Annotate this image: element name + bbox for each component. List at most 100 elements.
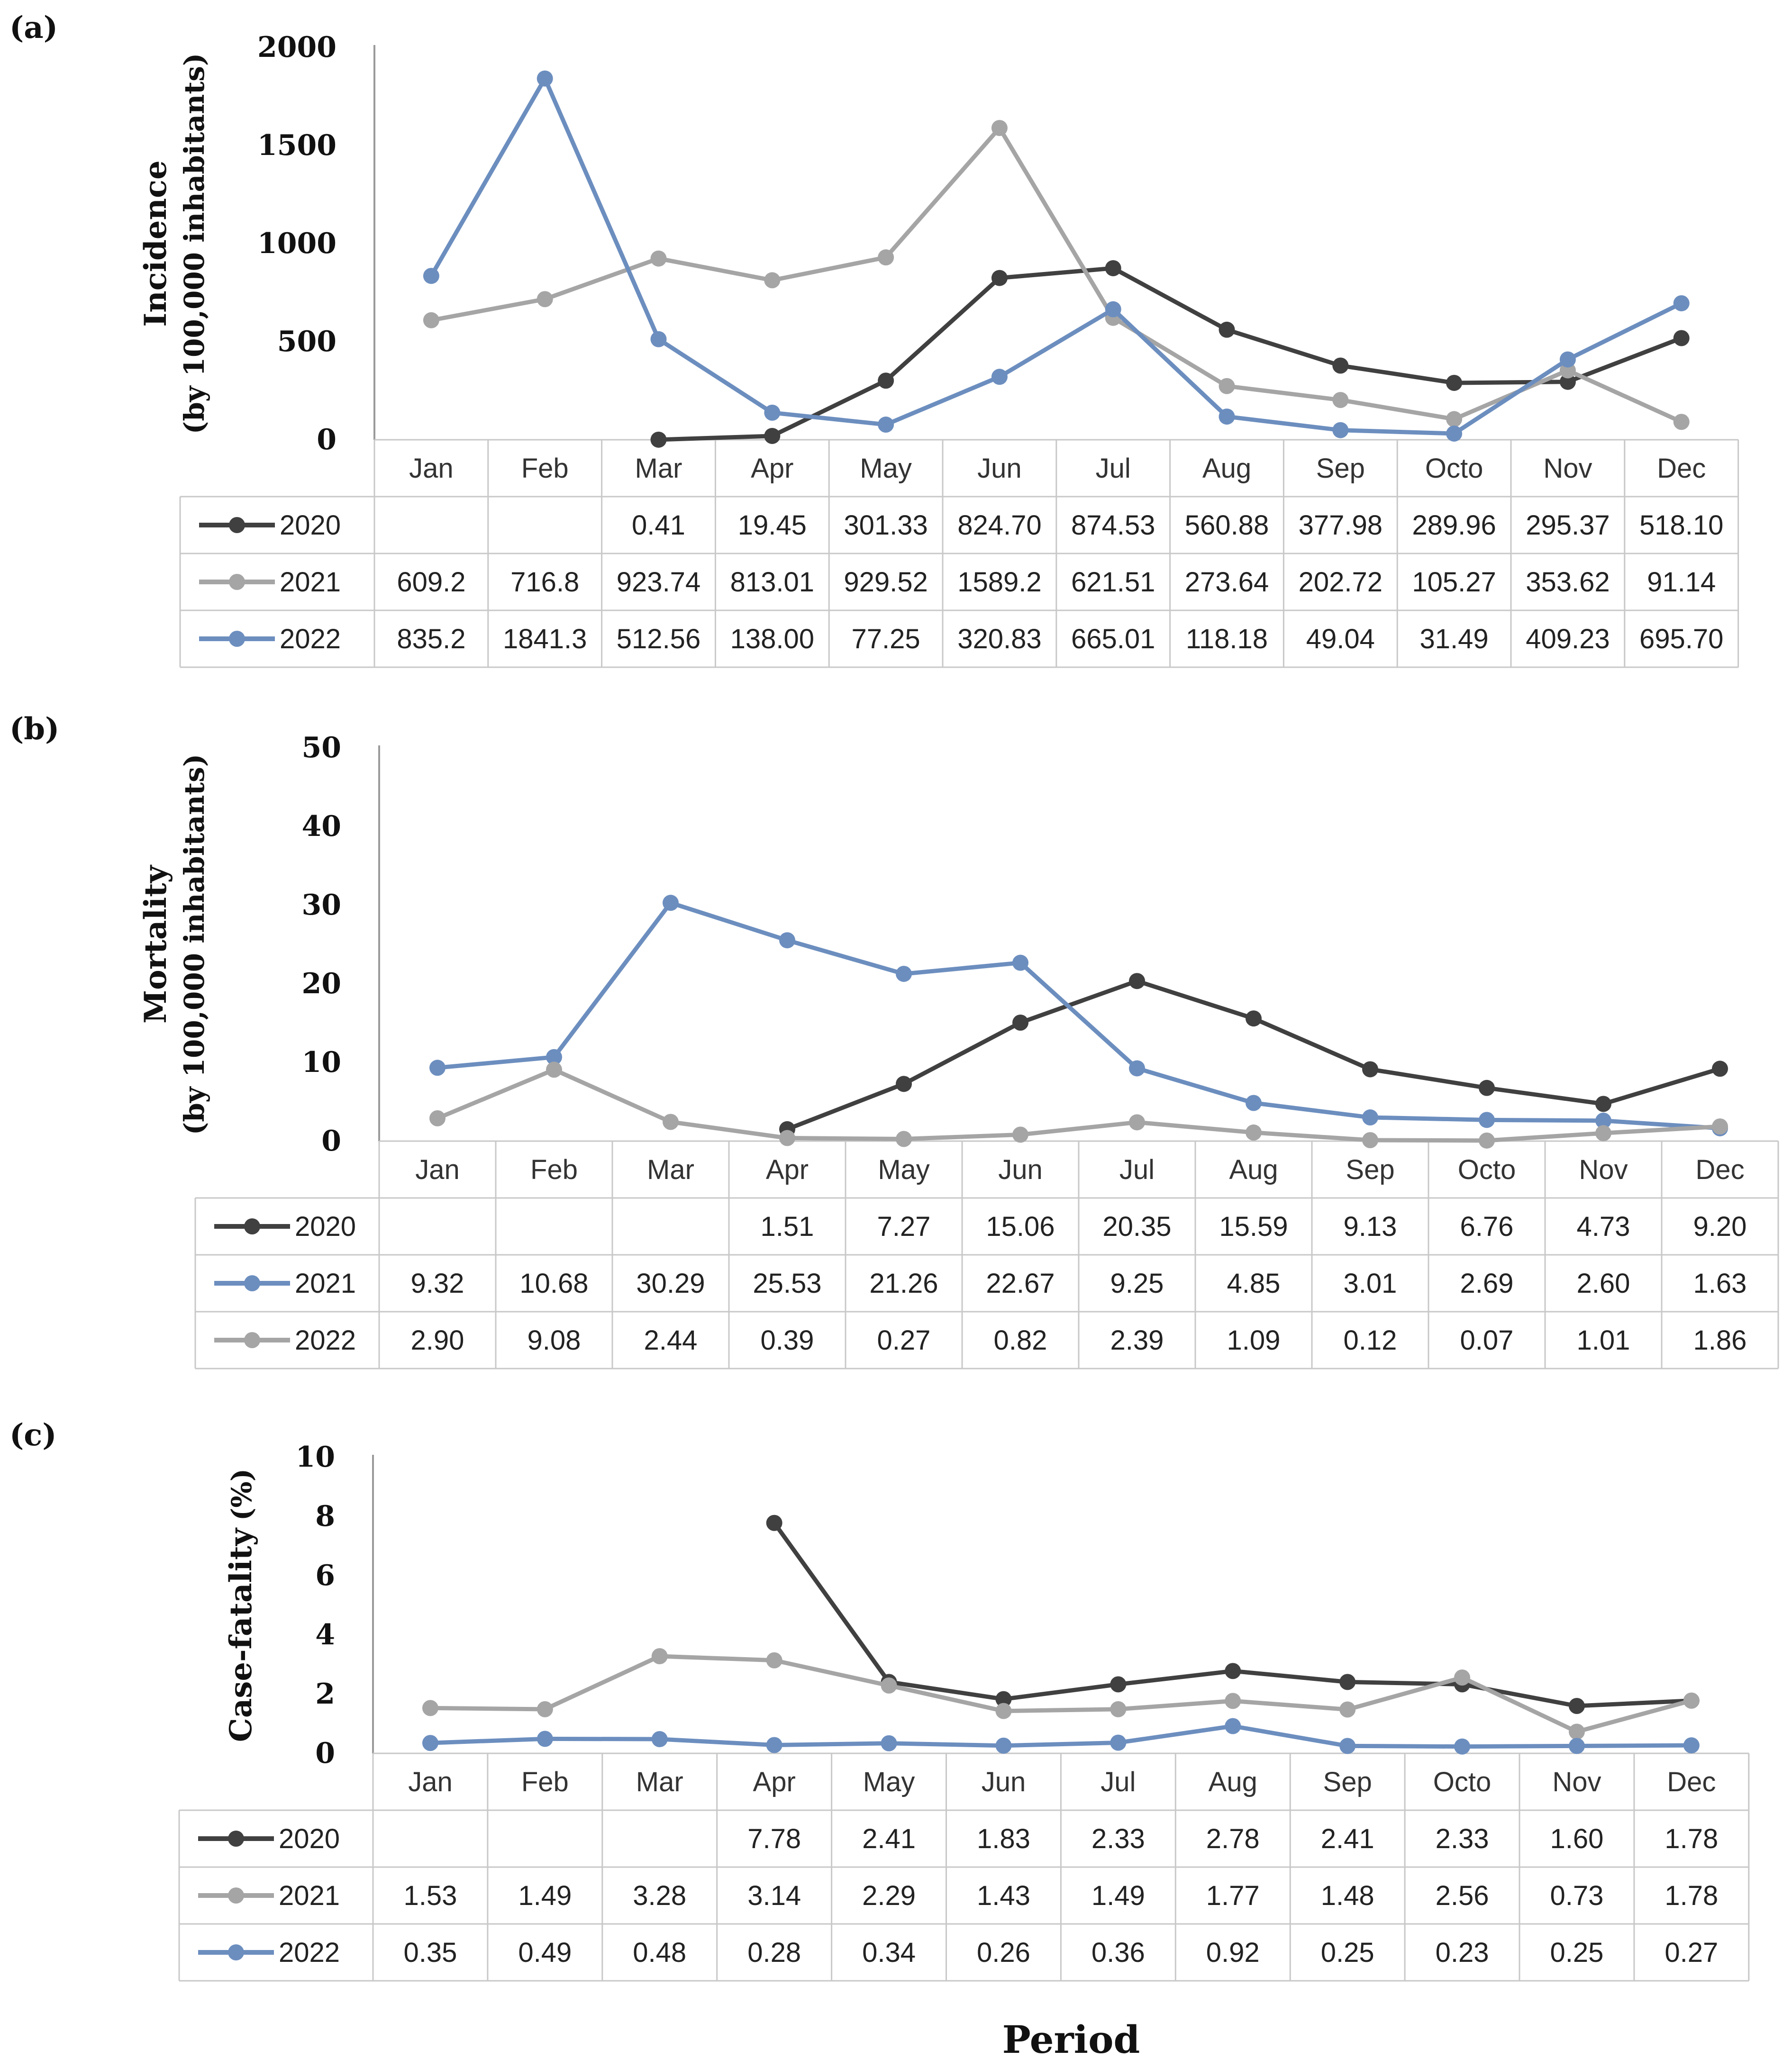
data-point	[1479, 1132, 1495, 1149]
table-cell: 874.53	[1071, 510, 1155, 541]
table-cell: 3.28	[633, 1880, 686, 1911]
series-line-segment	[1601, 1066, 1722, 1106]
series-line-segment	[1338, 398, 1456, 421]
category-label: Aug	[1229, 1154, 1278, 1185]
series-line-segment	[1601, 1124, 1722, 1135]
series-2022: 2022 0.35 0.49 0.48 0.28 0.34 0.26 0.36 0.92 0.25…	[198, 1718, 1718, 1968]
category-label: Aug	[1209, 1767, 1257, 1797]
category-label: Dec	[1657, 453, 1706, 484]
table-cell: 1.83	[977, 1823, 1030, 1854]
table-cell: 2.60	[1577, 1268, 1630, 1299]
data-point	[1446, 425, 1463, 442]
y-tick-label: 1000	[257, 227, 337, 260]
series-line-segment	[656, 256, 774, 282]
table-cell: 91.14	[1647, 567, 1716, 598]
table-cell: 1.43	[977, 1880, 1030, 1911]
data-point	[1129, 1060, 1145, 1077]
series-line-segment	[785, 1081, 906, 1132]
table-cell: 1.78	[1665, 1823, 1718, 1854]
series-line-segment	[997, 266, 1116, 281]
series-2021: 2021 1.53 1.49 3.28 3.14 2.29 1.43 1.49 1.77 1.48…	[198, 1648, 1718, 1911]
table-cell: 31.49	[1420, 624, 1489, 654]
category-label: Nov	[1579, 1154, 1628, 1185]
data-point	[650, 331, 667, 347]
data-point	[650, 250, 667, 267]
data-point	[1712, 1118, 1728, 1135]
category-label: Jun	[998, 1154, 1043, 1185]
data-point	[423, 268, 439, 284]
data-point	[1446, 411, 1463, 427]
data-point	[651, 1731, 668, 1747]
series-line-segment	[1368, 1138, 1489, 1143]
y-axis-title-sub: (%)	[226, 1469, 258, 1521]
series-line-segment	[1135, 1066, 1256, 1105]
category-label: Sep	[1346, 1154, 1394, 1185]
series-line-segment	[543, 1654, 662, 1712]
table-cell: 6.76	[1460, 1211, 1514, 1242]
data-point	[1219, 378, 1235, 394]
series-line-segment	[1230, 1724, 1350, 1748]
data-point	[1105, 301, 1121, 317]
data-point	[881, 1677, 897, 1694]
table-cell: 1.48	[1321, 1880, 1374, 1911]
series-line-segment	[657, 1654, 777, 1663]
table-cell: 30.29	[636, 1268, 705, 1299]
data-point	[1339, 1738, 1356, 1754]
y-tick-label: 2000	[257, 31, 337, 64]
series-line-segment	[770, 378, 888, 438]
table-cell: 1.49	[518, 1880, 572, 1911]
series-2020: 2020 0.41 19.45 301.33 824.70 874.53 560.88 377…	[199, 260, 1723, 541]
series-line-segment	[1230, 1698, 1350, 1712]
legend-label: 2020	[279, 1823, 340, 1854]
table-cell: 25.53	[753, 1268, 821, 1299]
data-point	[1339, 1674, 1356, 1690]
data-point	[1219, 321, 1235, 338]
category-label: Apr	[753, 1767, 796, 1797]
data-point	[1246, 1095, 1262, 1111]
data-point	[429, 1060, 446, 1076]
series-2022: 2022 2.90 9.08 2.44 0.39 0.27 0.82 2.39 1.09 0.12…	[214, 1061, 1747, 1356]
data-point	[1110, 1734, 1127, 1751]
panel-3: (c) 0 2 4 6 8 10 Case-fatality (%) Jan Feb Mar Apr Ma…	[9, 1417, 1750, 1982]
data-point	[1454, 1669, 1471, 1686]
table-cell: 518.10	[1639, 510, 1723, 541]
data-point	[764, 272, 781, 289]
y-axis-title-sub: (by 100,000 inhabitants)	[178, 53, 210, 434]
data-point	[1225, 1663, 1241, 1679]
table-cell: 2.78	[1206, 1823, 1260, 1854]
table-cell: 22.67	[986, 1268, 1055, 1299]
table-cell: 0.48	[633, 1937, 686, 1968]
series-line-segment	[1368, 1067, 1489, 1090]
data-point	[896, 1076, 912, 1092]
series-line-segment	[668, 900, 790, 943]
data-point	[764, 427, 781, 444]
data-point	[1246, 1010, 1262, 1027]
series-2022: 2022 835.2 1841.3 512.56 138.00 77.25 320.83 66…	[199, 70, 1723, 654]
table-cell: 2.69	[1460, 1268, 1514, 1299]
data-point	[1559, 351, 1576, 368]
series-line-segment	[901, 1020, 1023, 1086]
data-point	[537, 291, 553, 308]
series-line-segment	[1135, 979, 1256, 1021]
table-cell: 0.25	[1321, 1937, 1374, 1968]
table-cell: 0.36	[1092, 1937, 1145, 1968]
panel-1: (a) 0 500 1000 1500 2000 Incidence (by 100,000 …	[9, 10, 1739, 668]
table-cell: 923.74	[617, 567, 700, 598]
series-line-segment	[770, 410, 888, 427]
table-cell: 301.33	[844, 510, 928, 541]
series-2021: 2021 9.32 10.68 30.29 25.53 21.26 22.67 9.25 4.8…	[214, 895, 1747, 1299]
table-cell: 320.83	[957, 624, 1041, 654]
legend-label: 2021	[295, 1268, 356, 1299]
series-line-segment	[1225, 384, 1343, 402]
table-cell: 1.60	[1550, 1823, 1604, 1854]
data-point	[1012, 1126, 1028, 1143]
data-point	[537, 70, 553, 87]
series-line-segment	[785, 1136, 906, 1142]
table-cell: 0.23	[1436, 1937, 1489, 1968]
data-point	[1479, 1112, 1495, 1128]
series-line-segment	[887, 1679, 1006, 1702]
table-cell: 105.27	[1412, 567, 1496, 598]
table-cell: 1841.3	[503, 624, 587, 654]
table-cell: 2.41	[1321, 1823, 1374, 1854]
